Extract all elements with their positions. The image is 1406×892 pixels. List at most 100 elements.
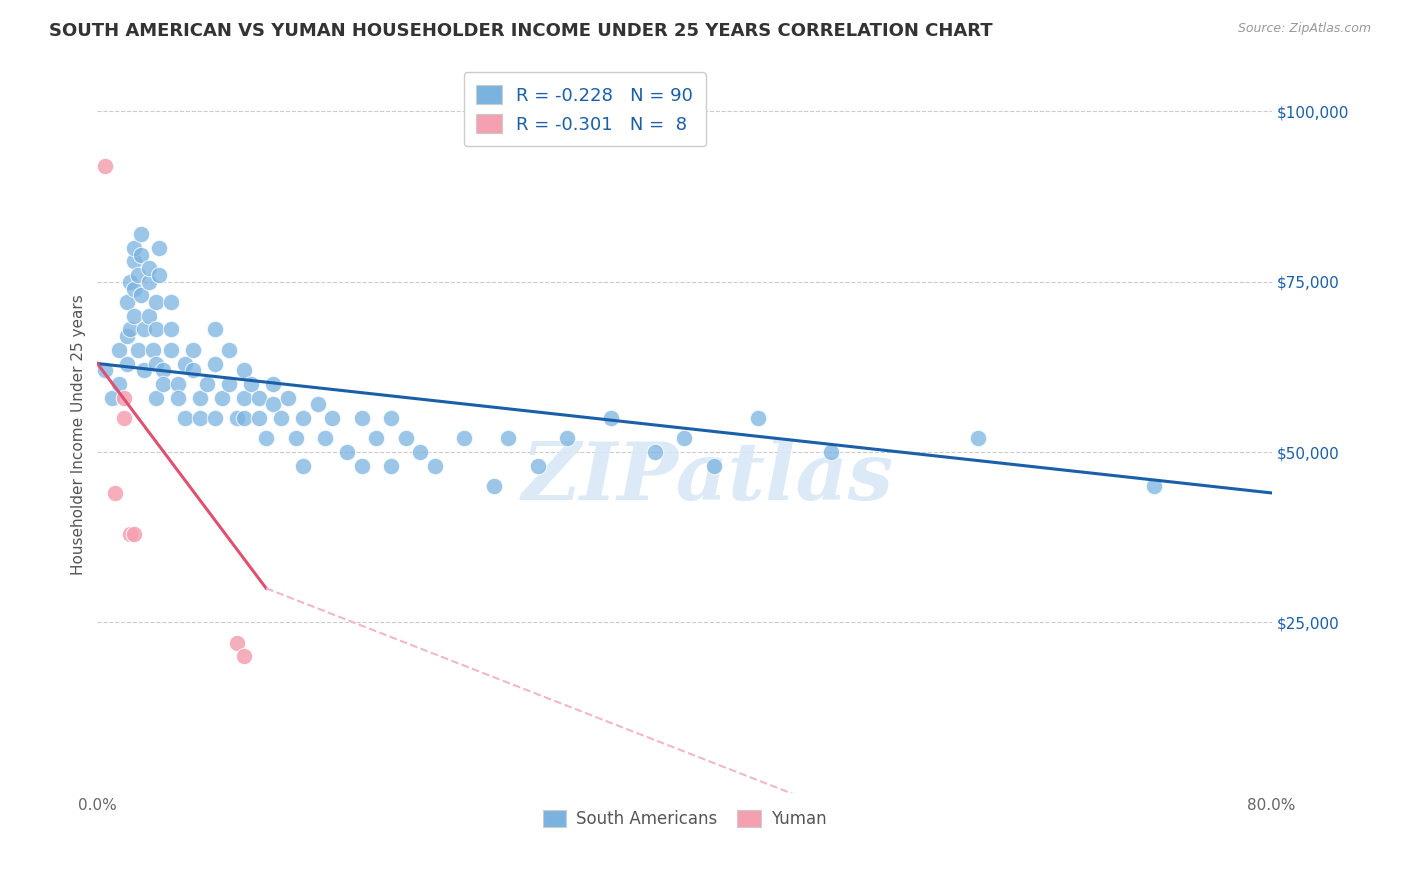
Point (423, 458, 446, 473)
Point (159, 343, 181, 357)
Point (152, 376, 174, 391)
Point (122, 309, 145, 323)
Point (108, 376, 131, 391)
Point (138, 275, 160, 289)
Point (526, 458, 548, 473)
Point (204, 357, 226, 371)
Point (174, 357, 197, 371)
Point (93, 159, 115, 173)
Point (498, 432, 520, 446)
Point (336, 445, 359, 459)
Point (703, 458, 725, 473)
Point (1143, 479, 1166, 493)
Point (263, 376, 285, 391)
Point (263, 397, 285, 411)
Point (225, 411, 247, 425)
Point (270, 411, 292, 425)
Point (277, 391, 299, 405)
Point (181, 363, 204, 377)
Point (108, 343, 131, 357)
Point (188, 411, 211, 425)
Point (152, 363, 174, 377)
Point (380, 458, 402, 473)
Point (134, 363, 156, 377)
Point (148, 268, 170, 282)
Point (453, 432, 475, 446)
Point (134, 322, 156, 336)
Point (291, 458, 314, 473)
Point (122, 526, 145, 541)
Point (115, 329, 138, 343)
Point (254, 432, 277, 446)
Point (174, 411, 197, 425)
Point (188, 391, 211, 405)
Text: ZIPatlas: ZIPatlas (522, 439, 894, 516)
Point (380, 411, 402, 425)
Point (115, 357, 138, 371)
Point (93, 363, 115, 377)
Point (409, 445, 432, 459)
Point (644, 445, 666, 459)
Point (112, 391, 135, 405)
Point (967, 432, 990, 446)
Point (112, 411, 135, 425)
Point (291, 411, 314, 425)
Y-axis label: Householder Income Under 25 years: Householder Income Under 25 years (72, 294, 86, 575)
Point (167, 376, 190, 391)
Point (197, 376, 219, 391)
Point (127, 343, 149, 357)
Legend: South Americans, Yuman: South Americans, Yuman (536, 803, 832, 834)
Point (145, 391, 167, 405)
Point (142, 343, 165, 357)
Point (159, 295, 181, 310)
Point (115, 295, 138, 310)
Point (284, 432, 307, 446)
Point (555, 432, 578, 446)
Text: SOUTH AMERICAN VS YUMAN HOUSEHOLDER INCOME UNDER 25 YEARS CORRELATION CHART: SOUTH AMERICAN VS YUMAN HOUSEHOLDER INCO… (49, 22, 993, 40)
Point (350, 411, 373, 425)
Point (233, 411, 256, 425)
Point (314, 432, 336, 446)
Point (218, 343, 240, 357)
Point (118, 275, 141, 289)
Point (145, 295, 167, 310)
Point (181, 343, 204, 357)
Point (145, 357, 167, 371)
Point (366, 432, 388, 446)
Point (247, 411, 270, 425)
Point (148, 241, 170, 255)
Point (233, 649, 256, 664)
Point (131, 247, 153, 261)
Point (104, 486, 127, 500)
Point (307, 397, 329, 411)
Point (747, 411, 769, 425)
Point (240, 376, 263, 391)
Point (394, 432, 416, 446)
Point (167, 391, 190, 405)
Point (118, 322, 141, 336)
Point (138, 309, 160, 323)
Point (101, 391, 124, 405)
Point (122, 282, 145, 296)
Point (131, 227, 153, 241)
Text: Source: ZipAtlas.com: Source: ZipAtlas.com (1237, 22, 1371, 36)
Point (482, 479, 505, 493)
Point (122, 241, 145, 255)
Point (820, 445, 842, 459)
Point (127, 268, 149, 282)
Point (233, 363, 256, 377)
Point (204, 322, 226, 336)
Point (600, 411, 623, 425)
Point (138, 261, 160, 276)
Point (233, 391, 256, 405)
Point (159, 322, 181, 336)
Point (204, 411, 226, 425)
Point (321, 411, 343, 425)
Point (218, 376, 240, 391)
Point (350, 458, 373, 473)
Point (118, 526, 141, 541)
Point (131, 288, 153, 302)
Point (247, 391, 270, 405)
Point (225, 636, 247, 650)
Point (211, 391, 233, 405)
